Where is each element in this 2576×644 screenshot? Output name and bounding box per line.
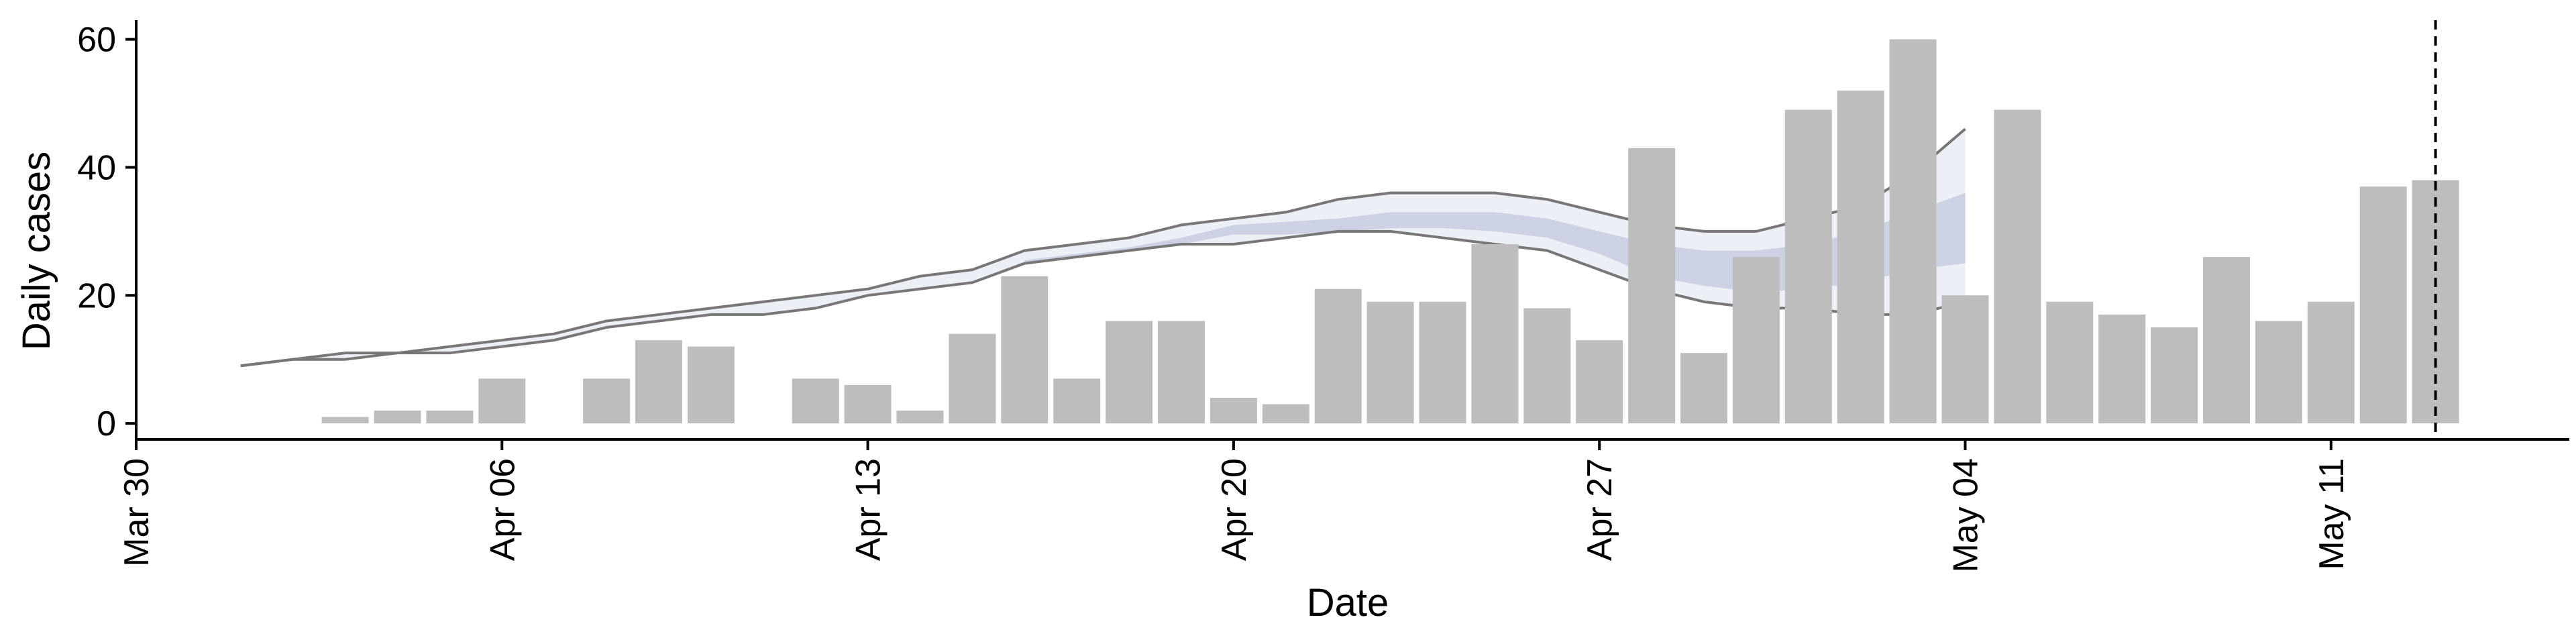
bar — [1680, 353, 1727, 424]
bar — [1837, 91, 1884, 424]
bar — [1210, 398, 1257, 424]
bar — [1732, 257, 1780, 424]
bar — [1262, 404, 1309, 424]
bars-layer — [321, 39, 2459, 424]
bar — [1158, 321, 1205, 424]
x-tick-label: Mar 30 — [117, 458, 156, 567]
x-axis-ticks: Mar 30 Apr 06 Apr 13 Apr 20 Apr 27 May 04 May … — [117, 439, 2351, 573]
bar — [1941, 295, 1989, 424]
bar — [949, 333, 996, 424]
bar — [1994, 109, 2041, 424]
bar — [426, 411, 474, 424]
bar — [1523, 308, 1571, 424]
bar — [374, 411, 421, 424]
estimate-band-outer — [240, 129, 1966, 366]
estimate-lower-line — [240, 229, 1966, 368]
bar — [321, 417, 369, 424]
y-tick-label: 60 — [77, 21, 116, 60]
bar — [2255, 321, 2302, 424]
x-tick-label: May 04 — [1947, 458, 1986, 573]
bar — [1314, 288, 1362, 424]
y-tick-label: 0 — [97, 405, 116, 443]
bar — [2098, 314, 2146, 424]
bar — [1628, 148, 1676, 424]
estimate-upper-line — [240, 127, 1966, 368]
x-tick-label: Apr 06 — [483, 458, 522, 561]
bar — [2359, 186, 2407, 424]
bar — [2203, 257, 2250, 424]
x-axis-title: Date — [1307, 581, 1389, 625]
bar — [1053, 378, 1101, 424]
bar — [1001, 276, 1049, 424]
y-tick-label: 20 — [77, 276, 116, 315]
x-tick-label: Apr 20 — [1215, 458, 1254, 561]
y-axis-ticks: 0 20 40 60 — [77, 21, 136, 443]
y-axis-title: Daily cases — [15, 152, 58, 351]
estimate-band-inner — [1024, 193, 1966, 292]
bar — [478, 378, 526, 424]
bar — [635, 340, 682, 424]
bar — [1419, 301, 1466, 424]
bar — [687, 346, 735, 424]
bar — [583, 378, 631, 424]
bar — [2307, 301, 2355, 424]
bar — [896, 411, 944, 424]
bar — [2151, 327, 2198, 424]
x-tick-label: May 11 — [2312, 458, 2351, 570]
estimate-band-layer — [240, 127, 1966, 368]
bar — [2046, 301, 2094, 424]
x-tick-label: Apr 13 — [849, 458, 888, 561]
bar — [1784, 109, 1832, 424]
bar — [792, 378, 839, 424]
bar — [1471, 244, 1519, 424]
bar — [1889, 39, 1937, 424]
y-tick-label: 40 — [77, 148, 116, 187]
bar — [1106, 321, 1153, 424]
bar — [1576, 340, 1623, 424]
x-tick-label: Apr 27 — [1580, 458, 1619, 561]
bar — [1366, 301, 1414, 424]
bar — [844, 384, 892, 424]
